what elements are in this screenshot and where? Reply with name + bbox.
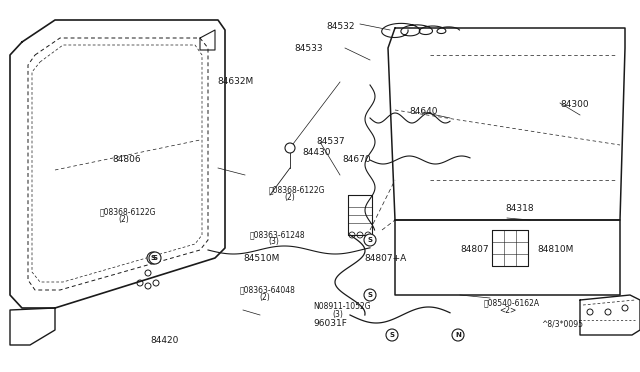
Text: 84806: 84806 bbox=[112, 155, 141, 164]
Text: S: S bbox=[152, 255, 157, 261]
Text: Ⓢ08368-6122G: Ⓢ08368-6122G bbox=[269, 185, 325, 194]
Text: (2): (2) bbox=[118, 215, 129, 224]
Text: Ⓢ08363-64048: Ⓢ08363-64048 bbox=[240, 286, 296, 295]
Text: 84420: 84420 bbox=[150, 336, 179, 345]
Text: <2>: <2> bbox=[499, 306, 516, 315]
Circle shape bbox=[587, 309, 593, 315]
Text: Ⓢ08363-61248: Ⓢ08363-61248 bbox=[250, 230, 305, 239]
Circle shape bbox=[605, 309, 611, 315]
Text: 84318: 84318 bbox=[506, 204, 534, 213]
Text: S: S bbox=[390, 332, 394, 338]
Circle shape bbox=[386, 329, 398, 341]
Text: Ⓢ08540-6162A: Ⓢ08540-6162A bbox=[483, 299, 540, 308]
Text: ^8/3*0095: ^8/3*0095 bbox=[541, 319, 583, 328]
Text: 84300: 84300 bbox=[560, 100, 589, 109]
Circle shape bbox=[364, 234, 376, 246]
Text: 96031F: 96031F bbox=[314, 319, 348, 328]
Circle shape bbox=[452, 329, 464, 341]
Text: 84430: 84430 bbox=[302, 148, 331, 157]
Text: S: S bbox=[367, 292, 372, 298]
Text: 84810M: 84810M bbox=[538, 245, 574, 254]
Text: N08911-1052G: N08911-1052G bbox=[314, 302, 371, 311]
Text: (2): (2) bbox=[259, 293, 270, 302]
Text: N: N bbox=[455, 332, 461, 338]
Circle shape bbox=[285, 143, 295, 153]
Circle shape bbox=[364, 289, 376, 301]
Text: 84510M: 84510M bbox=[243, 254, 280, 263]
Text: 84537: 84537 bbox=[317, 137, 346, 146]
Text: Ⓢ08368-6122G: Ⓢ08368-6122G bbox=[99, 208, 156, 217]
Text: S: S bbox=[367, 237, 372, 243]
Text: S: S bbox=[150, 255, 156, 261]
Circle shape bbox=[149, 252, 161, 264]
Text: (3): (3) bbox=[333, 310, 344, 319]
Text: 84640: 84640 bbox=[410, 107, 438, 116]
Text: 84670: 84670 bbox=[342, 155, 371, 164]
Text: 84533: 84533 bbox=[294, 44, 323, 53]
Text: 84807+A: 84807+A bbox=[365, 254, 407, 263]
Text: 84532: 84532 bbox=[326, 22, 355, 31]
Circle shape bbox=[147, 252, 159, 264]
Circle shape bbox=[622, 305, 628, 311]
Text: 84807: 84807 bbox=[461, 245, 490, 254]
Text: 84632M: 84632M bbox=[218, 77, 254, 86]
Text: (3): (3) bbox=[269, 237, 280, 246]
Text: (2): (2) bbox=[285, 193, 296, 202]
